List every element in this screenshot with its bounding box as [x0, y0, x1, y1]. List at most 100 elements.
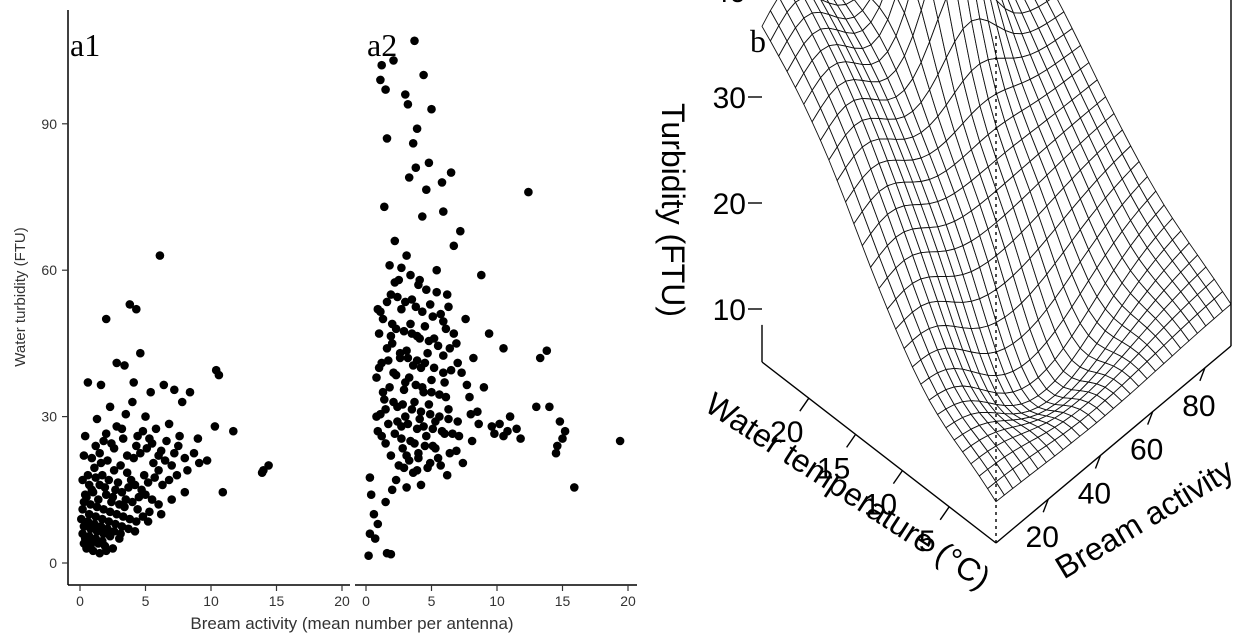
- point-a1-13: [177, 397, 187, 407]
- point-a2-200: [374, 363, 384, 373]
- point-a1-11: [214, 370, 224, 380]
- point-a2-152: [433, 341, 443, 351]
- a2-points: [364, 36, 625, 560]
- point-a1-162: [180, 453, 190, 463]
- point-a1-34: [174, 441, 183, 451]
- x-tick-label-a2-2: 10: [489, 593, 505, 609]
- a1-y-ticks: 0 30 60 90: [41, 116, 68, 571]
- y-tick-label-2: 60: [41, 262, 57, 278]
- point-a1-152: [193, 434, 203, 443]
- point-a1-110: [105, 507, 115, 517]
- point-a1-35: [189, 448, 199, 458]
- point-a1-157: [118, 434, 128, 443]
- point-a2-140: [432, 287, 442, 297]
- point-a2-147: [387, 319, 397, 329]
- point-a1-58: [104, 517, 114, 526]
- point-a1-26: [83, 378, 93, 387]
- point-a1-24: [156, 509, 166, 519]
- point-a1-135: [108, 492, 118, 502]
- point-a2-165: [441, 392, 451, 402]
- point-a2-144: [418, 307, 427, 317]
- point-a2-108: [398, 444, 408, 453]
- point-a2-6: [381, 85, 390, 94]
- b-x-tick-mark-2: [892, 470, 903, 484]
- point-a1-8: [159, 380, 169, 390]
- point-a1-150: [164, 419, 174, 429]
- point-a1-57: [98, 514, 107, 524]
- point-a1-109: [99, 505, 108, 514]
- point-a2-158: [429, 363, 439, 373]
- point-a2-175: [419, 422, 428, 431]
- point-a2-81: [473, 407, 482, 417]
- a1-y-axis-label: Water turbidity (FTU): [12, 227, 29, 366]
- x-tick-label-a2-3: 15: [555, 593, 571, 609]
- point-a2-192: [503, 426, 512, 436]
- point-a1-99: [124, 483, 133, 492]
- point-a2-131: [370, 534, 380, 543]
- point-a1-113: [125, 514, 135, 524]
- point-a1-88: [160, 456, 170, 465]
- point-a1-160: [156, 446, 166, 456]
- point-a2-8: [427, 104, 436, 114]
- point-a1-136: [115, 500, 124, 509]
- point-a2-4: [419, 70, 428, 80]
- point-a1-84: [136, 448, 145, 458]
- point-a1-17: [264, 461, 273, 470]
- point-a2-186: [425, 458, 435, 468]
- point-a1-27: [96, 380, 106, 390]
- point-a2-139: [422, 285, 431, 295]
- point-a1-139: [134, 492, 144, 502]
- point-a2-5: [376, 75, 385, 85]
- x-tick-label-a1-4: 20: [334, 593, 350, 609]
- point-a2-37: [461, 314, 470, 324]
- point-a2-80: [444, 405, 453, 414]
- x-tick-label-a1-3: 15: [269, 593, 285, 609]
- point-a1-156: [107, 439, 116, 448]
- point-a2-206: [386, 331, 396, 341]
- point-a1-0: [155, 251, 165, 260]
- point-a2-91: [487, 422, 497, 431]
- point-a2-102: [615, 436, 625, 446]
- point-a2-47: [452, 339, 461, 348]
- point-a2-208: [382, 297, 392, 307]
- b-z-axis-label: Turbidity (FTU): [655, 103, 691, 317]
- point-a2-177: [440, 429, 449, 439]
- point-a1-21: [180, 487, 190, 497]
- point-a2-93: [412, 424, 422, 434]
- point-a2-163: [418, 383, 427, 392]
- point-a2-201: [378, 387, 388, 397]
- point-a2-137: [406, 270, 415, 280]
- point-a2-35: [397, 304, 406, 314]
- point-a2-57: [535, 353, 545, 363]
- point-a1-141: [147, 495, 157, 504]
- b-y-tick-label-2: 60: [1130, 434, 1163, 467]
- b-y-tick-mark-0: [1042, 498, 1049, 513]
- point-a2-197: [453, 358, 463, 368]
- point-a2-149: [407, 329, 417, 338]
- point-a1-129: [95, 548, 104, 558]
- point-a1-132: [88, 487, 98, 497]
- point-a2-16: [437, 178, 447, 187]
- point-a1-81: [116, 461, 125, 470]
- point-a2-43: [484, 329, 494, 338]
- point-a2-166: [389, 397, 398, 407]
- point-a1-111: [112, 509, 121, 519]
- point-a1-78: [96, 458, 106, 468]
- point-a2-148: [399, 326, 409, 336]
- point-a2-49: [499, 344, 508, 353]
- point-a2-32: [407, 295, 417, 304]
- point-a1-122: [116, 529, 125, 538]
- point-a2-176: [428, 424, 438, 434]
- point-a1-102: [143, 478, 153, 487]
- point-a2-20: [439, 207, 448, 216]
- b-y-tick-mark-2: [1147, 411, 1154, 425]
- point-a2-36: [436, 309, 446, 319]
- point-a2-209: [390, 278, 400, 287]
- shared-x-axis-label: Bream activity (mean number per antenna): [190, 614, 513, 633]
- b-y-ticks: 20 40 60 80: [1026, 367, 1216, 554]
- point-a2-24: [449, 241, 459, 251]
- point-a2-21: [418, 212, 427, 221]
- point-a1-121: [109, 527, 119, 536]
- point-a2-52: [402, 346, 411, 356]
